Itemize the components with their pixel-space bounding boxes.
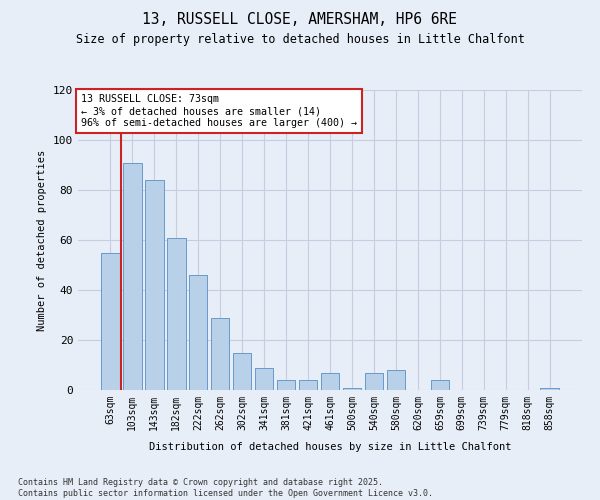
Bar: [167, 238, 185, 390]
Y-axis label: Number of detached properties: Number of detached properties: [37, 150, 47, 330]
Bar: [255, 368, 274, 390]
Bar: [211, 318, 229, 390]
Bar: [365, 372, 383, 390]
Bar: [320, 372, 340, 390]
Bar: [431, 380, 449, 390]
Bar: [101, 252, 119, 390]
Bar: [123, 162, 142, 390]
Text: Size of property relative to detached houses in Little Chalfont: Size of property relative to detached ho…: [76, 32, 524, 46]
Bar: [277, 380, 295, 390]
Bar: [189, 275, 208, 390]
Bar: [299, 380, 317, 390]
Bar: [233, 352, 251, 390]
Text: 13, RUSSELL CLOSE, AMERSHAM, HP6 6RE: 13, RUSSELL CLOSE, AMERSHAM, HP6 6RE: [143, 12, 458, 28]
Text: 13 RUSSELL CLOSE: 73sqm
← 3% of detached houses are smaller (14)
96% of semi-det: 13 RUSSELL CLOSE: 73sqm ← 3% of detached…: [80, 94, 356, 128]
Bar: [343, 388, 361, 390]
Text: Distribution of detached houses by size in Little Chalfont: Distribution of detached houses by size …: [149, 442, 511, 452]
Bar: [145, 180, 164, 390]
Bar: [386, 370, 405, 390]
Text: Contains HM Land Registry data © Crown copyright and database right 2025.
Contai: Contains HM Land Registry data © Crown c…: [18, 478, 433, 498]
Bar: [541, 388, 559, 390]
